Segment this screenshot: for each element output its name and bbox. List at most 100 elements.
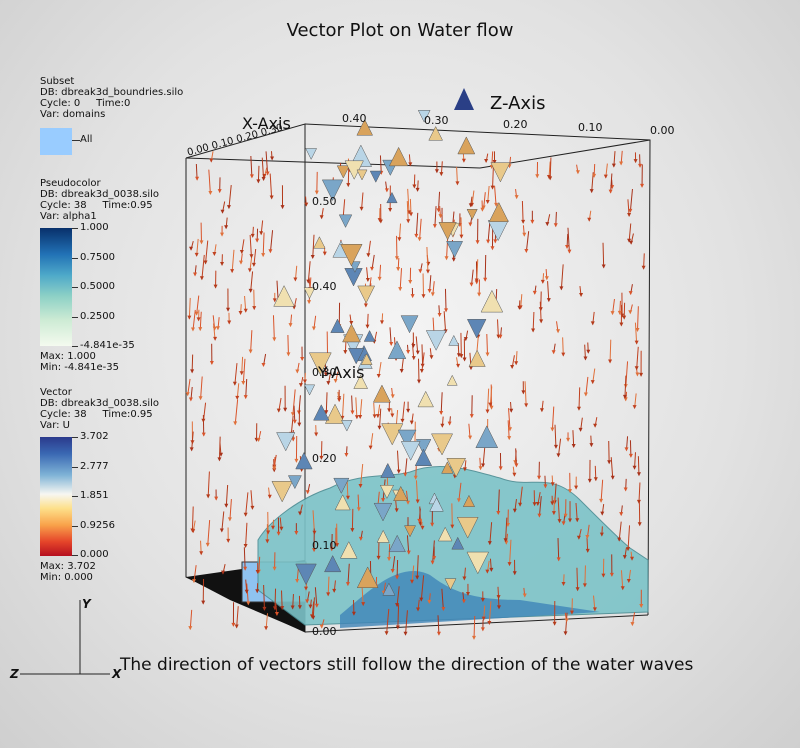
pseudocolor-colorbar: [40, 228, 72, 346]
pseudocolor-db: DB: dbreak3d_0038.silo: [40, 189, 159, 200]
vector-arrow-head: [415, 575, 420, 580]
vector-arrow: [637, 456, 640, 476]
vector-arrow-head: [395, 625, 400, 630]
vector-arrow: [359, 463, 364, 488]
vector-arrow: [405, 610, 408, 635]
vector-arrow-head: [507, 562, 512, 567]
vector-arrow-head: [203, 260, 208, 265]
vector-cone-glyph: [415, 439, 432, 455]
vector-arrow-head: [569, 610, 574, 615]
vector-arrow-head: [639, 372, 644, 377]
vector-arrow-head: [298, 383, 303, 388]
vector-arrow-head: [632, 465, 637, 470]
vector-arrow-head: [366, 253, 371, 258]
vector-arrow: [426, 246, 429, 273]
vector-arrow-head: [220, 209, 225, 214]
vector-cone-glyph: [417, 390, 434, 408]
vector-tick-label: 1.851: [80, 490, 109, 501]
vector-arrow-head: [468, 203, 473, 208]
vector-arrow-head: [440, 423, 445, 428]
vector-arrow-head: [270, 156, 275, 161]
vector-arrow-head: [264, 626, 269, 631]
vector-arrow-head: [556, 329, 561, 334]
vector-arrow-head: [416, 607, 421, 612]
vector-arrow-head: [611, 163, 616, 168]
vector-cone-glyph: [425, 330, 447, 351]
vector-arrow-head: [196, 317, 201, 322]
vector-arrow: [486, 333, 489, 356]
vector-arrow-head: [417, 518, 422, 523]
vector-cone-glyph: [480, 289, 504, 313]
vector-arrow-head: [508, 427, 513, 432]
vector-arrow-head: [524, 249, 529, 254]
vector-arrow-head: [430, 560, 435, 565]
vector-arrow-head: [550, 427, 555, 432]
vector-arrow: [191, 431, 194, 451]
vector-arrow-head: [395, 575, 400, 580]
vector-arrow-head: [209, 361, 214, 366]
vector-cone-glyph: [462, 494, 475, 507]
vector-arrow-head: [623, 487, 628, 492]
vector-cone-glyph: [437, 526, 453, 542]
vector-arrow-head: [406, 408, 411, 413]
vector-cone-glyph: [488, 201, 509, 222]
vector-cone-glyph: [448, 334, 460, 346]
vector-cone-glyph: [400, 441, 421, 461]
vector-arrow-head: [444, 256, 449, 261]
vector-arrow-head: [395, 603, 400, 608]
vector-cone-glyph: [429, 497, 444, 512]
y-tick-label: 0.20: [312, 452, 337, 465]
vector-arrow-head: [418, 269, 423, 274]
vector-arrow: [396, 586, 400, 607]
triad-z-label: Z: [10, 667, 19, 681]
vector-arrow-head: [191, 579, 196, 584]
vector-min: Min: 0.000: [40, 572, 93, 583]
vector-cone-glyph: [386, 191, 398, 204]
vector-arrow: [610, 457, 614, 479]
vector-arrow-head: [243, 543, 248, 548]
vector-cone-glyph: [271, 481, 293, 503]
vector-cone-glyph: [353, 374, 368, 389]
vector-arrow-head: [444, 308, 449, 313]
vector-arrow: [269, 173, 273, 199]
vector-arrow-head: [521, 390, 526, 395]
water-surface: [257, 465, 649, 628]
vector-arrow-head: [496, 605, 501, 610]
vector-arrow-head: [447, 421, 452, 426]
vector-arrow: [234, 363, 238, 385]
vector-arrow-head: [539, 319, 544, 324]
vector-arrow-head: [294, 458, 299, 463]
vector-arrow-head: [351, 611, 356, 616]
vector-arrow-head: [624, 447, 629, 452]
vector-arrow-head: [607, 460, 612, 465]
vector-arrow-head: [288, 323, 293, 328]
vector-arrow-head: [298, 511, 303, 516]
vector-field: [185, 88, 646, 640]
vector-arrow-head: [375, 414, 380, 419]
vector-arrow: [508, 408, 511, 431]
subset-var: Var: domains: [40, 109, 106, 120]
vector-arrow: [488, 601, 492, 624]
vector-arrow: [476, 259, 479, 282]
pseudocolor-tick-label: 0.2500: [80, 311, 115, 322]
vector-arrow-head: [410, 294, 415, 299]
vector-arrow-head: [583, 356, 588, 361]
vector-arrow-head: [568, 489, 573, 494]
vector-arrow: [351, 395, 353, 414]
vector-arrow-head: [201, 418, 206, 423]
vector-arrow-head: [314, 190, 319, 195]
vector-arrow-head: [345, 582, 350, 587]
vector-arrow-head: [483, 277, 488, 282]
vector-arrow-head: [326, 381, 331, 386]
pseudocolor-tickmark: [72, 287, 78, 288]
vector-cone-glyph: [341, 420, 353, 432]
vector-arrow-head: [575, 518, 580, 523]
vector-arrow-head: [427, 288, 432, 293]
vector-arrow-head: [521, 219, 526, 224]
vector-arrow-head: [599, 532, 604, 537]
vector-arrow: [610, 173, 613, 193]
vector-arrow-head: [227, 517, 232, 522]
vector-arrow-head: [201, 432, 206, 437]
vector-arrow-head: [608, 189, 613, 194]
